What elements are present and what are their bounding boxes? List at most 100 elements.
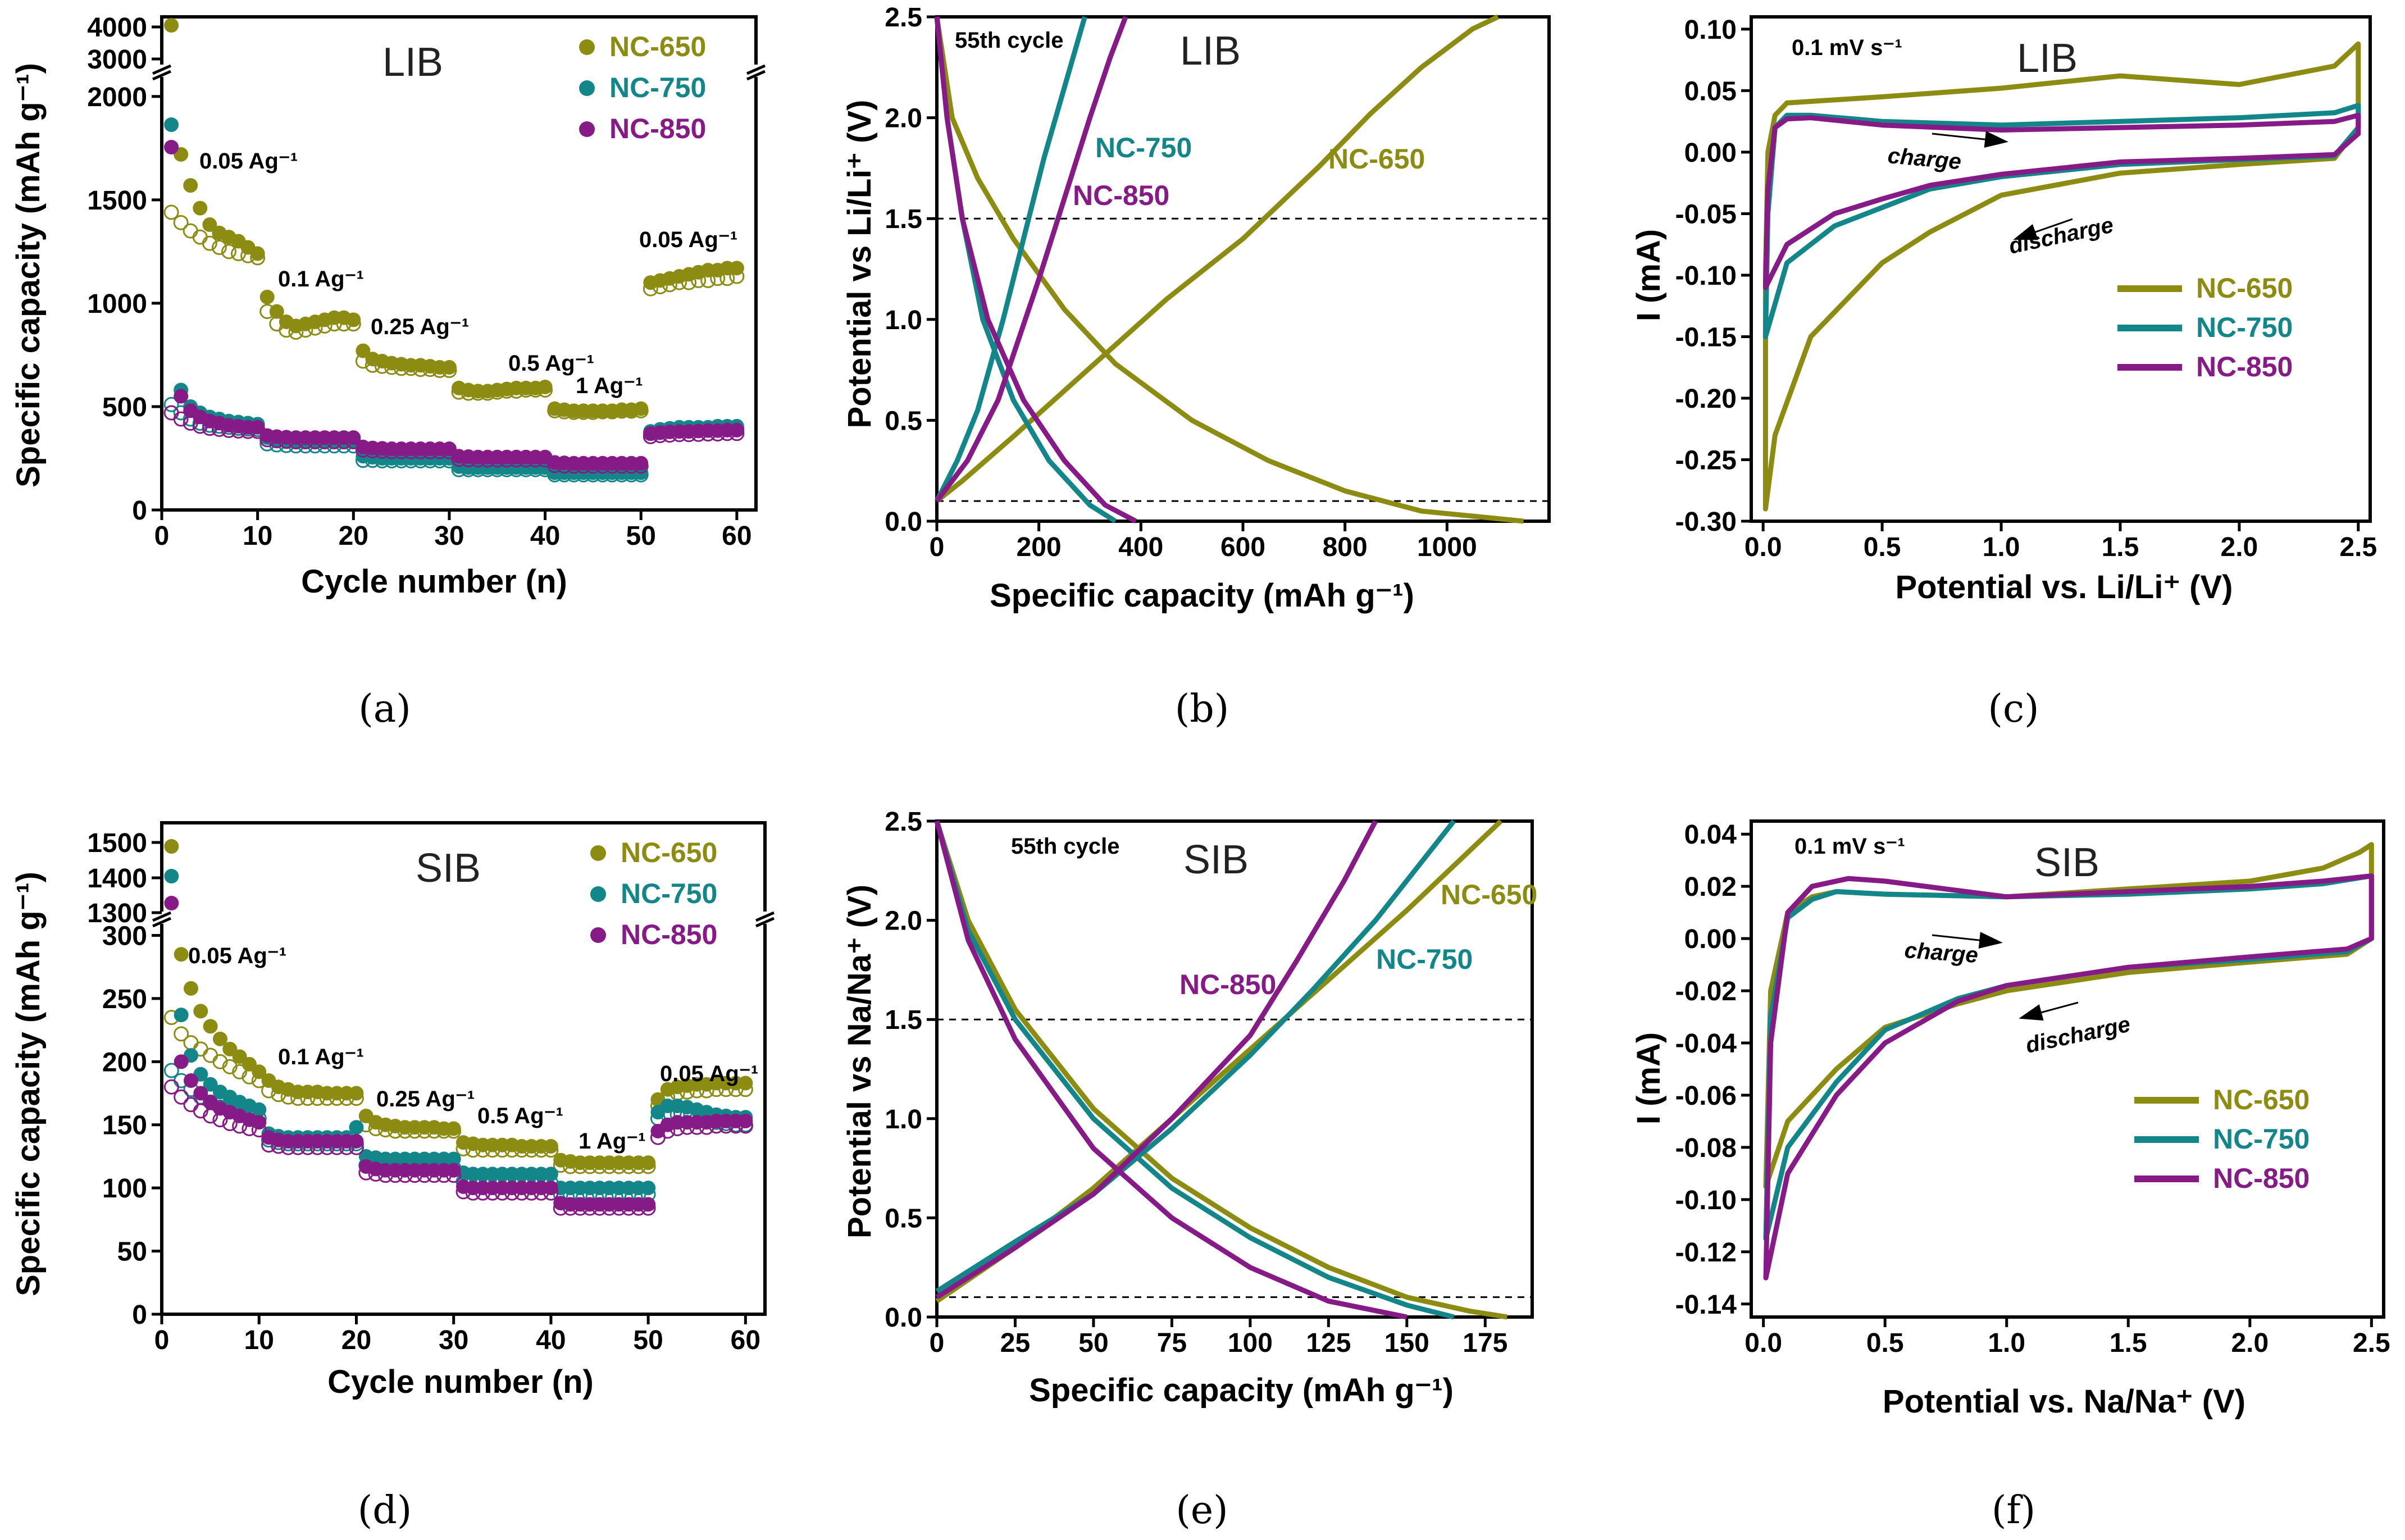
charge-point xyxy=(349,1120,364,1135)
x-tick-label: 60 xyxy=(731,1325,760,1355)
discharge-point xyxy=(451,452,467,467)
panel-f: (f) I (mA) Potential vs. Na/Na⁺ (V) SIB … xyxy=(1630,819,2390,1533)
x-tick-label: 30 xyxy=(434,521,464,551)
discharge-point xyxy=(494,1142,510,1158)
y-tick-label: 500 xyxy=(102,393,147,422)
y-axis-label-a: Specific capacity (mAh g⁻¹) xyxy=(10,63,47,487)
discharge-point xyxy=(480,385,495,401)
discharge-point xyxy=(518,452,534,468)
discharge-point xyxy=(475,1142,491,1158)
y-tick-label: 50 xyxy=(117,1237,147,1267)
discharge-point xyxy=(691,426,707,442)
scan-rate-f: 0.1 mV s⁻¹ xyxy=(1794,834,1905,859)
legend-label: NC-850 xyxy=(609,113,706,144)
discharge-point xyxy=(543,1185,559,1201)
y-tick-label: -0.05 xyxy=(1675,199,1737,229)
discharge-point xyxy=(602,1159,617,1174)
discharge-point xyxy=(407,1168,422,1183)
discharge-point xyxy=(317,434,332,450)
discharge-point xyxy=(729,426,745,441)
panel-d: (d) Specific capacity (mAh g⁻¹) Cycle nu… xyxy=(10,821,775,1533)
y-tick-label: 0.05 xyxy=(1684,76,1737,106)
discharge-point xyxy=(557,404,572,420)
charge-curve xyxy=(935,819,1456,1293)
discharge-point xyxy=(250,250,266,266)
discharge-point xyxy=(728,1082,744,1097)
discharge-point xyxy=(280,1140,296,1155)
x-tick-label: 2.5 xyxy=(2353,1328,2390,1358)
y-tick-label: 250 xyxy=(102,985,147,1014)
discharge-point xyxy=(441,444,457,459)
legend-marker xyxy=(590,886,606,902)
x-tick-label: 0.0 xyxy=(1744,1328,1782,1358)
discharge-curve xyxy=(934,820,1408,1320)
discharge-point xyxy=(514,1185,530,1201)
x-tick-label: 2.0 xyxy=(2231,1328,2269,1358)
discharge-point xyxy=(585,404,601,420)
discharge-point xyxy=(547,403,563,418)
charge-point xyxy=(174,1054,189,1069)
legend-label: NC-650 xyxy=(621,837,717,868)
legend-label: NC-850 xyxy=(621,919,717,950)
discharge-point xyxy=(543,1142,559,1158)
discharge-point xyxy=(643,281,658,297)
discharge-point xyxy=(631,1159,646,1174)
discharge-point xyxy=(426,1123,442,1139)
plot-area-f: 0.0 0.5 1.0 1.5 2.0 2.5 -0.14 -0.12 -0.10 -0.08 -0… xyxy=(1675,819,2390,1358)
arrow-label: charge xyxy=(1903,938,1979,968)
legend-label: NC-750 xyxy=(609,72,706,103)
y-axis-label-c: I (mA) xyxy=(1630,229,1667,321)
curve-label: NC-750 xyxy=(1095,132,1192,163)
x-tick-label: 2.0 xyxy=(2221,532,2258,562)
plot-frame xyxy=(1750,819,2385,1319)
charge-point xyxy=(212,1031,227,1046)
discharge-point xyxy=(538,382,553,398)
discharge-point xyxy=(307,434,323,450)
discharge-point xyxy=(504,1185,520,1201)
discharge-point xyxy=(202,421,217,436)
x-tick-label: 60 xyxy=(722,521,751,551)
discharge-point xyxy=(595,458,611,474)
legend-marker xyxy=(590,927,606,943)
discharge-point xyxy=(271,1087,286,1102)
direction-arrow xyxy=(1932,131,2008,148)
curve-label: NC-650 xyxy=(1328,143,1425,175)
rate-label: 1 Ag⁻¹ xyxy=(576,373,643,398)
plot-frame xyxy=(935,819,1534,1319)
y-tick-label: 100 xyxy=(102,1174,147,1204)
discharge-point xyxy=(640,1200,656,1216)
scan-rate-c: 0.1 mV s⁻¹ xyxy=(1792,35,1902,60)
rate-label: 0.05 Ag⁻¹ xyxy=(199,149,298,174)
rate-label: 0.1 Ag⁻¹ xyxy=(278,267,364,291)
x-tick-label: 25 xyxy=(1000,1328,1030,1358)
discharge-point xyxy=(633,458,649,474)
panel-e: (e) Potential vs Na/Na⁺ (V) Specific cap… xyxy=(841,807,1537,1533)
x-tick-label: 100 xyxy=(1228,1328,1273,1358)
y-tick-label: -0.15 xyxy=(1675,322,1737,352)
discharge-point xyxy=(307,320,323,336)
x-tick-label: 10 xyxy=(244,1325,274,1355)
discharge-point xyxy=(737,1082,753,1097)
x-tick-label: 50 xyxy=(633,1325,663,1355)
discharge-point xyxy=(652,427,668,443)
plot-frame xyxy=(1750,15,2372,523)
discharge-point xyxy=(514,1142,530,1158)
discharge-point xyxy=(631,1200,646,1216)
discharge-point xyxy=(669,1120,685,1136)
discharge-point xyxy=(174,1026,189,1042)
y-tick-label: 1000 xyxy=(87,289,147,319)
discharge-point xyxy=(403,361,419,376)
y-tick-label: 2.5 xyxy=(885,807,922,837)
curve-label: NC-750 xyxy=(1376,944,1473,975)
discharge-point xyxy=(388,1168,403,1183)
discharge-curve xyxy=(934,16,1524,524)
discharge-point xyxy=(485,1185,500,1201)
discharge-point xyxy=(461,452,476,468)
discharge-point xyxy=(290,1140,306,1155)
discharge-point xyxy=(271,1138,286,1154)
y-tick-label: -0.14 xyxy=(1675,1290,1737,1320)
axis-break-mark xyxy=(152,70,172,81)
discharge-point xyxy=(192,418,208,434)
discharge-point xyxy=(708,1082,724,1097)
